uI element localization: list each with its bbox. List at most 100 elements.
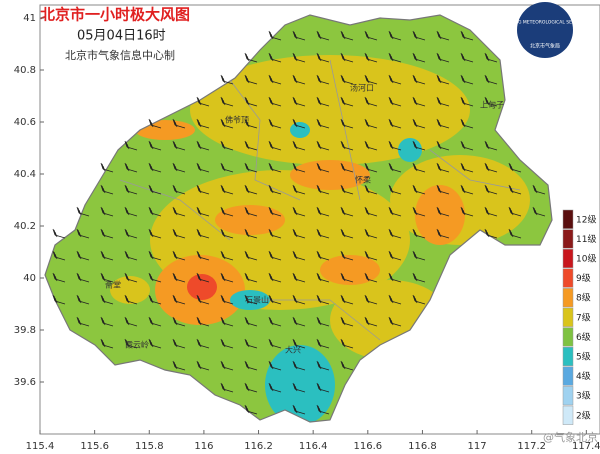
wind-barb	[244, 206, 258, 217]
wind-barb	[316, 250, 330, 261]
wind-barb	[364, 250, 378, 261]
place-label: 石景山	[245, 295, 269, 305]
wind-barb	[220, 74, 234, 85]
wind-barb	[364, 162, 378, 173]
wind-barb	[388, 118, 402, 129]
wind-barb	[364, 316, 378, 327]
wind-barb	[532, 184, 546, 195]
wind-barb	[172, 184, 186, 195]
wind-barb	[124, 338, 138, 349]
wind-barb	[340, 316, 354, 327]
wind-barb	[100, 316, 114, 327]
legend-label: 11级	[576, 233, 596, 245]
wind-barb	[76, 228, 90, 239]
x-tick-label: 116	[194, 441, 213, 452]
source: 北京市气象信息中心制	[65, 48, 175, 62]
wind-barb	[268, 206, 282, 217]
wind-barb	[364, 294, 378, 305]
wind-barb	[340, 52, 354, 63]
wind-barb	[412, 294, 426, 305]
wind-barb	[316, 118, 330, 129]
wind-barb	[484, 184, 498, 195]
wind-barb	[292, 184, 306, 195]
wind-barb	[52, 250, 66, 261]
y-tick-label: 41	[23, 13, 36, 24]
wind-barb	[244, 404, 258, 415]
wind-barb	[316, 338, 330, 349]
district-borders	[119, 59, 521, 341]
wind-barb	[244, 316, 258, 327]
wind-barb	[316, 96, 330, 107]
legend-label: 7级	[576, 311, 591, 323]
wind-barb	[244, 360, 258, 371]
x-tick-label: 117.4	[572, 441, 600, 452]
wind-barb	[436, 206, 450, 217]
wind-barb	[196, 228, 210, 239]
title: 北京市一小时极大风图	[40, 6, 190, 24]
wind-barb	[220, 338, 234, 349]
wind-barb	[292, 360, 306, 371]
wind-barb	[388, 206, 402, 217]
wind-barb	[292, 404, 306, 415]
legend: 12级 11级 10级 9级 8级 7级 6级 5级 4级 3级 2级	[562, 209, 596, 425]
wind-barb	[172, 294, 186, 305]
legend-swatch	[562, 307, 574, 327]
watermark: @气象北京	[543, 430, 598, 444]
wind-barb	[220, 272, 234, 283]
place-label: 斋堂	[105, 280, 121, 290]
wind-barb	[412, 30, 426, 41]
wind-barb	[436, 74, 450, 85]
wind-barb	[268, 272, 282, 283]
wind-barb	[340, 250, 354, 261]
wind-barb	[100, 294, 114, 305]
wind-barb	[436, 184, 450, 195]
wind-barb	[340, 228, 354, 239]
x-tick-label: 116.4	[299, 441, 328, 452]
wind-barb	[52, 272, 66, 283]
legend-swatch	[562, 288, 574, 308]
wind-barb	[340, 184, 354, 195]
wind-barb	[460, 162, 474, 173]
wind-barb	[412, 250, 426, 261]
wind-barb	[244, 250, 258, 261]
wind-barb	[292, 96, 306, 107]
wind-barb	[340, 206, 354, 217]
wind-barb	[268, 228, 282, 239]
wind-barb	[100, 206, 114, 217]
wind-barb	[196, 206, 210, 217]
wind-barb	[268, 52, 282, 63]
wind-barb	[412, 52, 426, 63]
wind-barb	[148, 272, 162, 283]
wind-barb	[364, 74, 378, 85]
x-tick-label: 116.6	[353, 441, 382, 452]
legend-label: 4级	[576, 370, 591, 382]
wind-barb	[52, 228, 66, 239]
x-tick-label: 115.8	[135, 441, 164, 452]
wind-barb	[340, 294, 354, 305]
legend-swatch	[562, 366, 574, 386]
wind-barb	[292, 316, 306, 327]
legend-swatch	[562, 405, 574, 425]
wind-barb	[292, 294, 306, 305]
wind-barb	[388, 250, 402, 261]
wind-barb	[268, 162, 282, 173]
wind-barb	[268, 140, 282, 151]
wind-barb	[484, 162, 498, 173]
wind-barb	[100, 184, 114, 195]
wind-barb	[172, 140, 186, 151]
wind-barb	[292, 74, 306, 85]
wind-barb	[412, 118, 426, 129]
wind-barb	[460, 206, 474, 217]
x-tick-label: 117	[468, 441, 487, 452]
legend-label: 8级	[576, 292, 591, 304]
wind-barb	[244, 382, 258, 393]
x-tick-label: 117.2	[517, 441, 546, 452]
wind-barb	[412, 74, 426, 85]
wind-barb	[172, 206, 186, 217]
wind-barb	[508, 206, 522, 217]
wind-barb	[268, 382, 282, 393]
legend-swatch	[562, 229, 574, 249]
wind-barb	[412, 96, 426, 107]
wind-barb	[244, 338, 258, 349]
